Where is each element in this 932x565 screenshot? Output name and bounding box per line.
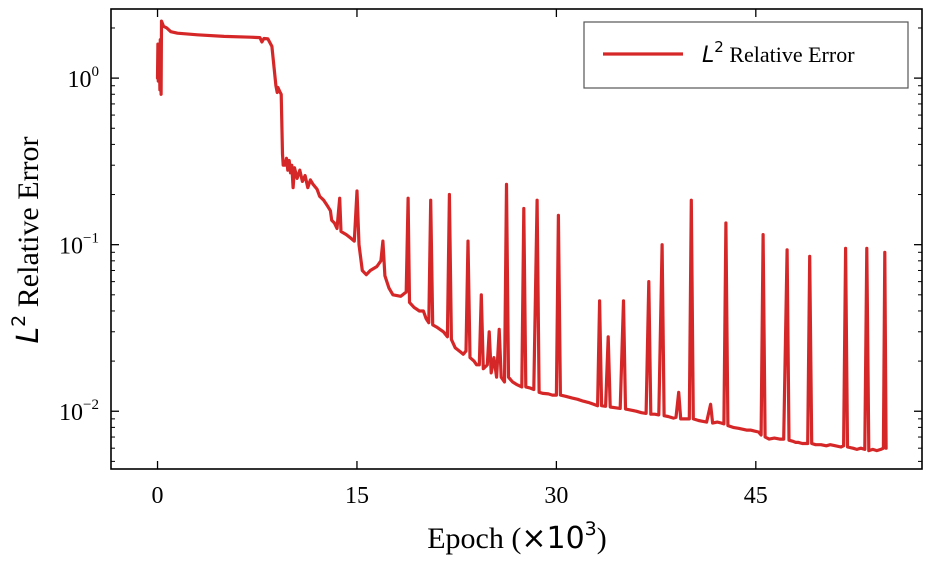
y-tick-label: 10−2 — [59, 397, 99, 426]
legend-symbol: L — [702, 43, 714, 68]
x-axis-title-exponent: 3 — [585, 518, 597, 540]
x-tick-label: 0 — [152, 483, 164, 509]
y-axis-title-exponent: 2 — [8, 315, 30, 327]
x-tick-label: 15 — [345, 483, 369, 509]
x-axis-title: Epoch (×103) — [427, 518, 607, 556]
y-tick-label: 100 — [68, 64, 100, 93]
y-axis-title: L2 Relative Error — [8, 136, 46, 343]
x-tick-label: 30 — [544, 483, 568, 509]
x-axis-title-prefix: Epoch ( — [427, 522, 521, 555]
plot-frame — [110, 8, 923, 470]
series-line — [155, 19, 888, 453]
legend: L2 Relative Error — [583, 21, 909, 89]
legend-exponent: 2 — [714, 38, 724, 56]
y-axis-title-text: Relative Error — [12, 136, 45, 314]
y-axis-title-symbol: L — [11, 327, 46, 344]
x-axis-title-suffix: ) — [597, 522, 607, 555]
x-axis-title-multiplier: ×10 — [521, 521, 584, 556]
x-tick-label: 45 — [744, 483, 768, 509]
legend-text: Relative Error — [724, 42, 855, 67]
legend-label: L2 Relative Error — [702, 38, 855, 68]
y-tick-label: 10−1 — [59, 231, 99, 260]
